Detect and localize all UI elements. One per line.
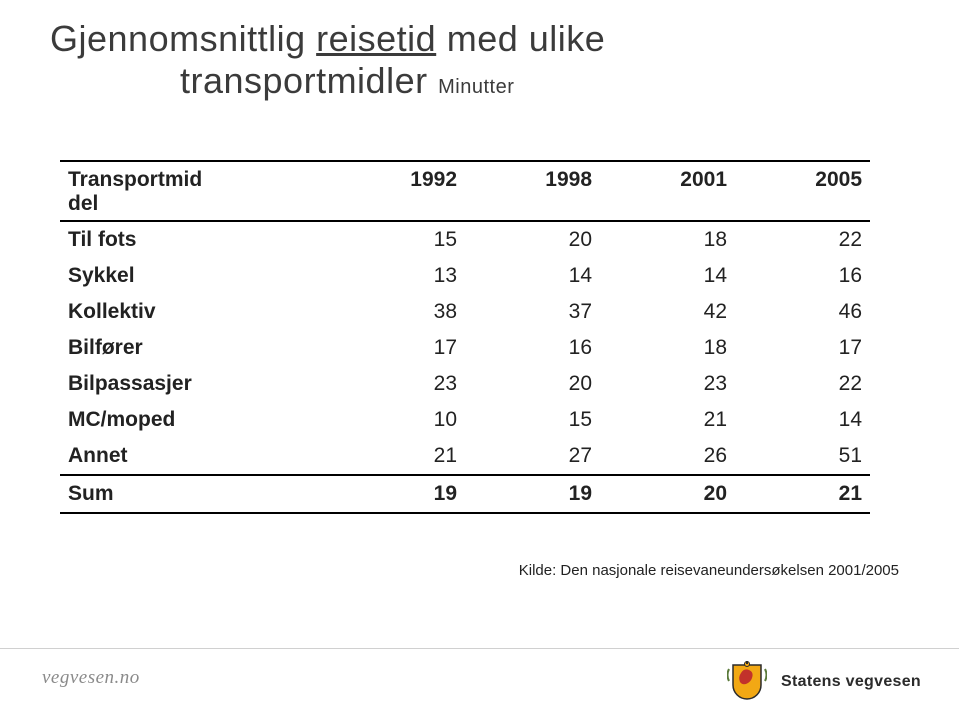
data-table: Transportmid del 1992 1998 2001 2005 Til… (60, 160, 870, 514)
cell: 23 (330, 366, 465, 402)
cell: 10 (330, 402, 465, 438)
row-label: Kollektiv (60, 294, 330, 330)
cell: 15 (330, 221, 465, 258)
table-row: Sykkel 13 14 14 16 (60, 258, 870, 294)
title-line-2-main: transportmidler (180, 60, 428, 101)
cell: 14 (735, 402, 870, 438)
cell: 21 (330, 438, 465, 475)
cell: 14 (465, 258, 600, 294)
table-row: Bilfører 17 16 18 17 (60, 330, 870, 366)
title-line-1: Gjennomsnittlig reisetid med ulike (50, 18, 909, 60)
table-row: Til fots 15 20 18 22 (60, 221, 870, 258)
footer-org-name: Statens vegvesen (781, 673, 921, 691)
cell: 16 (465, 330, 600, 366)
cell: 42 (600, 294, 735, 330)
cell: 18 (600, 330, 735, 366)
row-label: MC/moped (60, 402, 330, 438)
col-header-year: 2005 (735, 161, 870, 221)
title-word-1: Gjennomsnittlig (50, 18, 306, 59)
table-header-row: Transportmid del 1992 1998 2001 2005 (60, 161, 870, 221)
table-row: Kollektiv 38 37 42 46 (60, 294, 870, 330)
row-label: Bilpassasjer (60, 366, 330, 402)
cell: 18 (600, 221, 735, 258)
sum-label: Sum (60, 475, 330, 513)
col-header-year: 1992 (330, 161, 465, 221)
col-header-label-line2: del (68, 192, 322, 216)
footer-site: vegvesen.no (42, 667, 140, 689)
row-label: Sykkel (60, 258, 330, 294)
cell: 20 (465, 221, 600, 258)
col-header-label: Transportmid del (60, 161, 330, 221)
cell: 21 (600, 402, 735, 438)
cell: 17 (330, 330, 465, 366)
cell: 27 (465, 438, 600, 475)
table-row: Annet 21 27 26 51 (60, 438, 870, 475)
title-subtitle: Minutter (438, 76, 514, 98)
cell: 17 (735, 330, 870, 366)
sum-cell: 21 (735, 475, 870, 513)
title-word-2: reisetid (316, 18, 436, 59)
cell: 26 (600, 438, 735, 475)
cell: 46 (735, 294, 870, 330)
cell: 22 (735, 366, 870, 402)
table-row: MC/moped 10 15 21 14 (60, 402, 870, 438)
col-header-year: 1998 (465, 161, 600, 221)
cell: 15 (465, 402, 600, 438)
cell: 38 (330, 294, 465, 330)
cell: 23 (600, 366, 735, 402)
cell: 51 (735, 438, 870, 475)
cell: 20 (465, 366, 600, 402)
cell: 16 (735, 258, 870, 294)
row-label: Bilfører (60, 330, 330, 366)
footer-logo-block: Statens vegvesen (727, 661, 921, 703)
table-body: Til fots 15 20 18 22 Sykkel 13 14 14 16 … (60, 221, 870, 475)
table-sum-row: Sum 19 19 20 21 (60, 475, 870, 513)
data-table-container: Transportmid del 1992 1998 2001 2005 Til… (60, 160, 870, 514)
slide-footer: vegvesen.no Statens vegvesen (0, 648, 959, 710)
crest-icon (727, 661, 767, 703)
sum-cell: 20 (600, 475, 735, 513)
col-header-label-line1: Transportmid (68, 168, 322, 192)
title-line-2: transportmidler Minutter (180, 60, 909, 102)
col-header-year: 2001 (600, 161, 735, 221)
title-word-3: med ulike (447, 18, 606, 59)
cell: 13 (330, 258, 465, 294)
table-row: Bilpassasjer 23 20 23 22 (60, 366, 870, 402)
sum-cell: 19 (465, 475, 600, 513)
cell: 22 (735, 221, 870, 258)
row-label: Annet (60, 438, 330, 475)
cell: 14 (600, 258, 735, 294)
cell: 37 (465, 294, 600, 330)
sum-cell: 19 (330, 475, 465, 513)
slide-title: Gjennomsnittlig reisetid med ulike trans… (50, 18, 909, 102)
source-citation: Kilde: Den nasjonale reisevaneundersøkel… (519, 562, 899, 579)
row-label: Til fots (60, 221, 330, 258)
